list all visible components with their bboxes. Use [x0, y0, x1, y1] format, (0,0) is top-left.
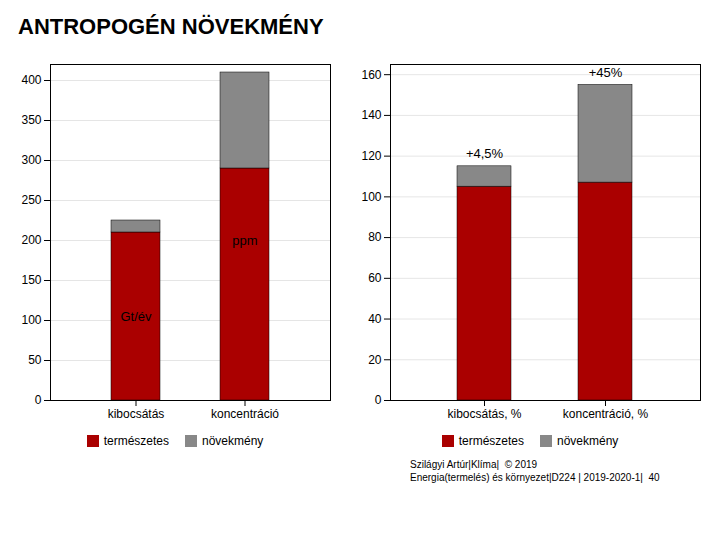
svg-text:100: 100: [361, 190, 381, 204]
svg-text:+4,5%: +4,5%: [466, 146, 504, 161]
html-text:Szilágyi Artúr|Klíma| © 2019 E: Szilágyi Artúr|Klíma| © 2019 Energia(ter…: [410, 459, 660, 483]
svg-text:Gt/év: Gt/év: [120, 309, 152, 324]
svg-text:0: 0: [375, 393, 382, 407]
svg-text:0: 0: [35, 393, 42, 407]
svg-text:250: 250: [21, 193, 41, 207]
svg-text:160: 160: [361, 68, 381, 82]
svg-text:350: 350: [21, 113, 41, 127]
svg-text:80: 80: [368, 230, 382, 244]
svg-text:150: 150: [21, 273, 41, 287]
html-text:természetes: természetes: [458, 434, 524, 448]
svg-text:20: 20: [368, 353, 382, 367]
svg-text:kibocsátás, %: kibocsátás, %: [447, 407, 521, 421]
svg-text:400: 400: [21, 73, 41, 87]
html-text:ANTROPOGÉN NÖVEKMÉNY: ANTROPOGÉN NÖVEKMÉNY: [18, 14, 324, 39]
svg-text:koncentráció: koncentráció: [211, 407, 279, 421]
html-text:természetes: természetes: [103, 434, 169, 448]
svg-text:+45%: +45%: [589, 65, 623, 80]
svg-text:60: 60: [368, 271, 382, 285]
svg-text:120: 120: [361, 149, 381, 163]
svg-text:40: 40: [368, 312, 382, 326]
svg-text:200: 200: [21, 233, 41, 247]
svg-text:100: 100: [21, 313, 41, 327]
svg-text:50: 50: [28, 353, 42, 367]
svg-text:ppm: ppm: [232, 233, 257, 248]
svg-text:kibocsátás: kibocsátás: [108, 407, 165, 421]
html-text:növekmény: növekmény: [202, 434, 264, 448]
svg-text:300: 300: [21, 153, 41, 167]
svg-text:140: 140: [361, 108, 381, 122]
html-text:növekmény: növekmény: [557, 434, 619, 448]
svg-text:koncentráció, %: koncentráció, %: [563, 407, 649, 421]
